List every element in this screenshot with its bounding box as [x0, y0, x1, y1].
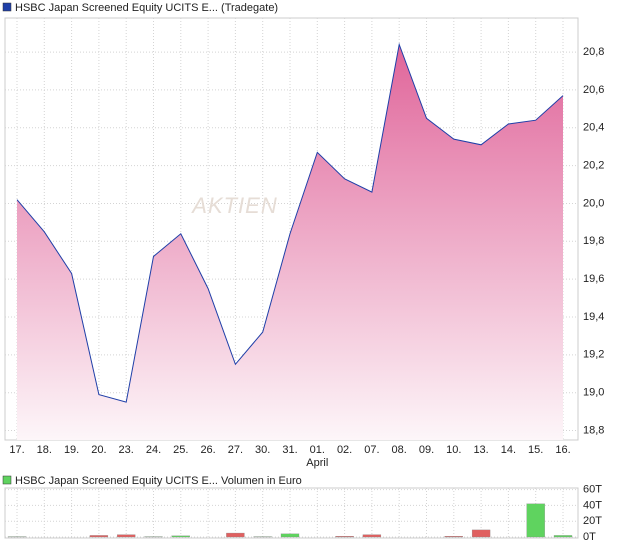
x-tick-label: 09. [419, 444, 434, 456]
x-tick-label: 16. [555, 444, 570, 456]
volume-bar [444, 536, 463, 538]
y-tick-label: 19,0 [583, 387, 604, 399]
x-tick-label: 15. [528, 444, 543, 456]
x-tick-label: 20. [91, 444, 106, 456]
x-tick-label: 25. [173, 444, 188, 456]
x-tick-label: 13. [473, 444, 488, 456]
volume-bar [226, 532, 245, 538]
x-tick-label: 24. [146, 444, 161, 456]
volume-bar [526, 503, 545, 538]
y-tick-label: 60T [583, 483, 602, 495]
x-tick-label: 07. [364, 444, 379, 456]
legend-swatch [2, 2, 12, 12]
legend-label: HSBC Japan Screened Equity UCITS E... Vo… [15, 475, 302, 487]
y-tick-label: 18,8 [583, 424, 604, 436]
volume-bar [171, 535, 190, 538]
volume-bar [335, 536, 354, 538]
y-tick-label: 19,8 [583, 235, 604, 247]
x-tick-label: 14. [501, 444, 516, 456]
x-tick-label: 10. [446, 444, 461, 456]
volume-bar [553, 535, 573, 538]
x-tick-label: 01. [310, 444, 325, 456]
y-tick-label: 20,0 [583, 197, 604, 209]
y-tick-label: 19,6 [583, 273, 604, 285]
legend-label: HSBC Japan Screened Equity UCITS E... (T… [15, 2, 278, 14]
legend-swatch [2, 475, 12, 485]
month-label: April [306, 457, 328, 469]
volume-bar [89, 535, 109, 538]
x-tick-label: 30. [255, 444, 270, 456]
volume-bar [117, 534, 136, 538]
y-tick-label: 40T [583, 499, 602, 511]
x-tick-label: 17. [9, 444, 24, 456]
watermark: AKTIEN [190, 193, 277, 218]
y-tick-label: 20,8 [583, 46, 604, 58]
y-tick-label: 0T [583, 531, 596, 543]
x-tick-label: 19. [64, 444, 79, 456]
y-tick-label: 20,6 [583, 84, 604, 96]
y-tick-label: 20T [583, 515, 602, 527]
x-tick-label: 27. [228, 444, 243, 456]
y-tick-label: 19,4 [583, 311, 604, 323]
y-tick-label: 20,2 [583, 160, 604, 172]
volume-bar [280, 533, 300, 538]
area-fill [17, 44, 563, 440]
y-tick-label: 20,4 [583, 122, 604, 134]
price-line [16, 42, 564, 403]
y-tick-label: 19,2 [583, 349, 604, 361]
x-tick-label: 23. [119, 444, 134, 456]
x-tick-label: 08. [392, 444, 407, 456]
x-tick-label: 18. [37, 444, 52, 456]
x-tick-label: 31. [282, 444, 297, 456]
x-tick-label: 26. [200, 444, 215, 456]
x-tick-label: 02. [337, 444, 352, 456]
volume-bar [471, 529, 491, 538]
plot-frame [4, 487, 579, 539]
volume-bar [362, 534, 382, 538]
